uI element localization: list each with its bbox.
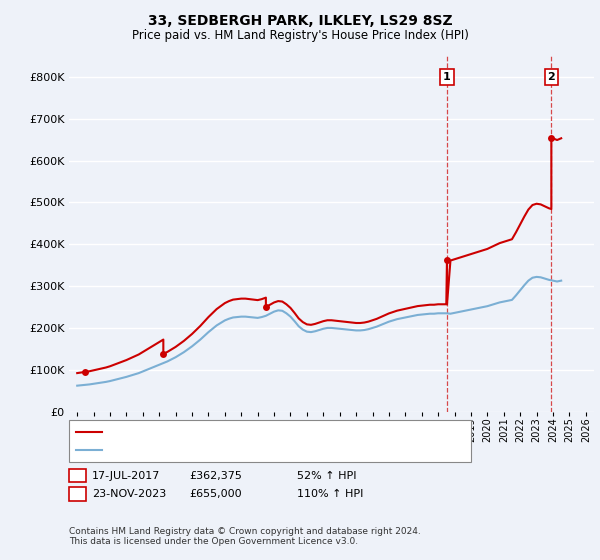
Text: £655,000: £655,000	[189, 489, 242, 499]
Text: 2: 2	[74, 489, 81, 499]
Text: 1: 1	[443, 72, 451, 82]
Text: 1: 1	[74, 471, 81, 480]
Text: 52% ↑ HPI: 52% ↑ HPI	[297, 471, 356, 480]
Text: 33, SEDBERGH PARK, ILKLEY, LS29 8SZ: 33, SEDBERGH PARK, ILKLEY, LS29 8SZ	[148, 14, 452, 28]
Text: £362,375: £362,375	[189, 471, 242, 480]
Point	[80, 367, 90, 376]
Point	[442, 255, 452, 264]
Text: 2: 2	[547, 72, 555, 82]
Text: 17-JUL-2017: 17-JUL-2017	[92, 471, 160, 480]
Text: 33, SEDBERGH PARK, ILKLEY, LS29 8SZ (detached house): 33, SEDBERGH PARK, ILKLEY, LS29 8SZ (det…	[107, 427, 388, 437]
Text: 23-NOV-2023: 23-NOV-2023	[92, 489, 166, 499]
Text: Price paid vs. HM Land Registry's House Price Index (HPI): Price paid vs. HM Land Registry's House …	[131, 29, 469, 42]
Text: HPI: Average price, detached house, Bradford: HPI: Average price, detached house, Brad…	[107, 445, 330, 455]
Point	[158, 349, 168, 358]
Text: Contains HM Land Registry data © Crown copyright and database right 2024.
This d: Contains HM Land Registry data © Crown c…	[69, 526, 421, 546]
Text: 110% ↑ HPI: 110% ↑ HPI	[297, 489, 364, 499]
Point	[261, 302, 271, 311]
Point	[547, 133, 556, 142]
